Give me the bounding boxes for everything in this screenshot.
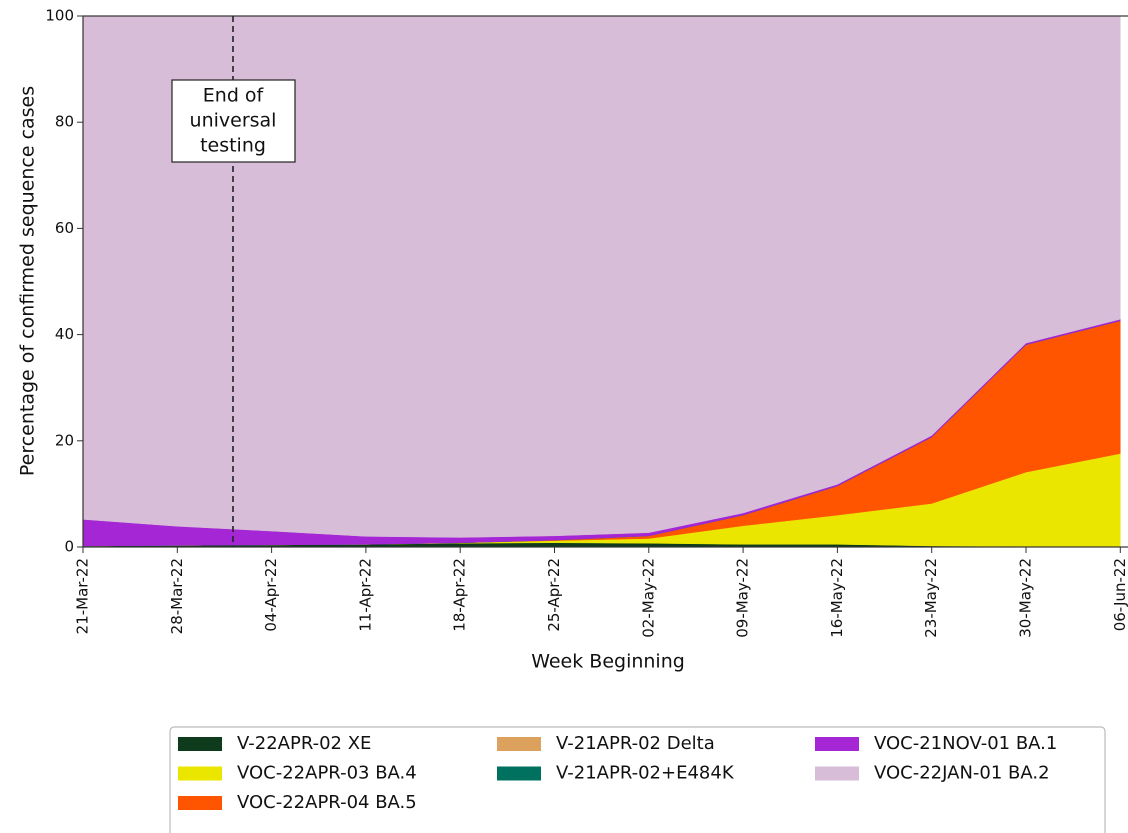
legend-swatch: [497, 737, 541, 751]
x-tick-label: 11-Apr-22: [356, 558, 374, 632]
annotation-box: [171, 79, 296, 163]
legend-swatch: [178, 796, 222, 810]
legend-label: VOC-22APR-04 BA.5: [237, 792, 417, 813]
y-tick-label: 100: [45, 7, 74, 25]
x-tick-label: 21-Mar-22: [74, 558, 92, 634]
legend-swatch: [497, 766, 541, 781]
legend-swatch: [178, 737, 222, 751]
x-tick-label: 16-May-22: [828, 558, 846, 638]
legend-label: V-21APR-02 Delta: [556, 733, 715, 754]
x-axis-label: Week Beginning: [531, 651, 685, 673]
x-tick-label: 25-Apr-22: [545, 558, 563, 632]
annotation-text: testing: [200, 135, 266, 157]
annotation-text: End of: [203, 85, 265, 107]
plot-frame: [82, 15, 1128, 548]
x-tick-label: 28-Mar-22: [168, 558, 186, 634]
x-tick-label: 23-May-22: [922, 558, 940, 638]
x-tick-label: 02-May-22: [639, 558, 657, 638]
x-tick-label: 09-May-22: [734, 558, 752, 638]
annotation-text: universal: [190, 110, 277, 132]
x-tick-label: 04-Apr-22: [262, 558, 280, 632]
y-tick-label: 60: [55, 219, 74, 237]
legend-label: V-22APR-02 XE: [237, 733, 371, 754]
y-tick-label: 80: [55, 113, 74, 131]
legend-label: VOC-22JAN-01 BA.2: [874, 763, 1050, 784]
x-tick-label: 18-Apr-22: [451, 558, 469, 632]
x-tick-label: 30-May-22: [1017, 558, 1035, 638]
x-tick-label: 06-Jun-22: [1111, 558, 1128, 631]
legend-label: VOC-21NOV-01 BA.1: [874, 733, 1057, 754]
y-tick-label: 20: [55, 431, 74, 449]
legend-label: V-21APR-02+E484K: [556, 763, 735, 784]
legend-swatch: [815, 737, 859, 751]
legend-box: [169, 726, 1106, 833]
legend-label: VOC-22APR-03 BA.4: [237, 763, 417, 784]
y-axis-label: Percentage of confirmed sequence cases: [17, 86, 39, 476]
y-tick-label: 40: [55, 325, 74, 343]
legend-swatch: [178, 766, 222, 781]
legend-swatch: [815, 766, 859, 781]
y-tick-label: 0: [64, 538, 74, 556]
